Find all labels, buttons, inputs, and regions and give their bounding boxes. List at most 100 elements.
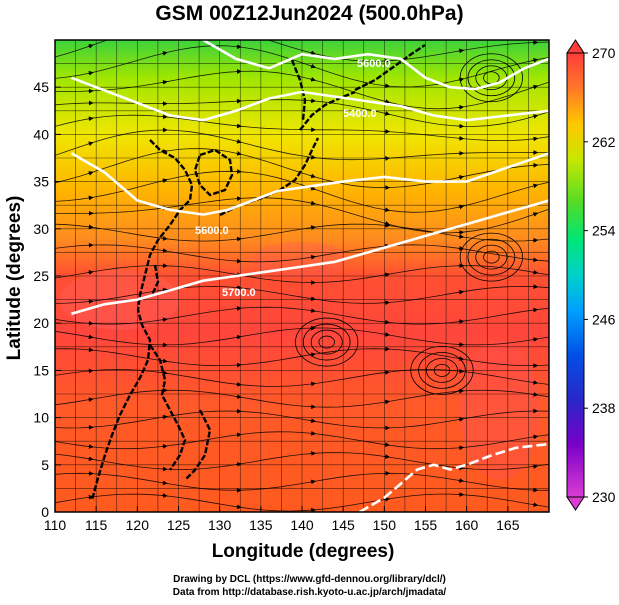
flow-arrow [532,136,539,142]
flow-arrow [384,83,391,89]
flow-arrow [161,414,168,420]
streamline [55,285,549,304]
flow-arrow [310,173,316,179]
chart-title: GSM 00Z12Jun2024 (500.0hPa) [155,2,464,25]
x-tick-label: 125 [167,517,191,533]
x-tick-label: 135 [249,517,273,533]
streamline [55,223,549,242]
flow-arrow [310,200,316,206]
flow-arrow [532,183,539,189]
streamline [55,70,549,110]
flow-arrow [161,51,168,56]
flow-arrow [161,370,168,376]
y-axis-label: Latitude (degrees) [4,196,25,361]
flow-arrow [458,77,465,83]
x-tick-label: 130 [208,517,232,533]
contour-line [70,152,549,216]
flow-arrow [236,394,242,399]
eddy [467,238,516,276]
contour-label: 5600.0 [357,58,391,70]
flow-arrow [532,307,539,313]
flow-arrow [458,417,465,422]
streamline [55,348,549,367]
streamline [55,369,549,387]
flow-arrow [532,464,539,469]
eddy [475,244,508,270]
flow-arrow [384,370,391,375]
flow-arrow [87,299,94,304]
flow-arrow [532,58,539,63]
coastlines [90,44,426,501]
contour-line [71,76,549,122]
y-tick-label: 15 [33,362,49,378]
x-tick-label: 165 [496,517,520,533]
x-tick-label: 120 [126,517,150,533]
flow-arrow [532,212,539,217]
flow-arrow [458,234,465,239]
flow-arrow [236,139,242,144]
contour-line [202,40,549,91]
contour-label: 5700.0 [222,287,256,299]
flow-arrow [161,480,168,486]
flow-arrow [384,442,391,448]
flow-arrow [87,44,94,49]
eddy [302,323,351,361]
colorbar-tick-label: 230 [592,489,616,505]
flow-arrow [458,289,465,295]
flow-arrow [236,504,242,510]
y-tick-label: 10 [33,410,49,426]
credit-line: Drawing by DCL (https://www.gfd-dennou.o… [173,574,446,585]
streamline [55,306,549,325]
flow-arrow [458,246,465,251]
streamline [55,244,549,263]
flow-arrow [458,175,465,180]
colorbar-ticks: 230 238 246 254 262 270 [584,45,616,505]
grid-lines [55,40,549,512]
flow-arrow [310,418,316,424]
flow-arrow [458,478,465,483]
flow-arrow [87,334,94,340]
flow-arrow [532,502,539,507]
flow-arrow [87,270,94,275]
eddy [459,53,523,103]
flow-arrow [532,269,539,275]
streamline [55,431,549,450]
streamline [55,129,549,161]
flow-arrow [236,381,242,387]
streamline [55,265,549,284]
flow-arrow [87,397,94,403]
y-tick-label: 30 [33,221,49,237]
streamline [55,472,549,491]
eddy [433,363,451,377]
x-axis-ticks: 110 115 120 125 130 135 140 145 150 155 160 165 [44,506,520,533]
x-axis-label: Longitude (degrees) [212,541,395,562]
colorbar-tick-label: 254 [592,223,616,239]
flow-arrow [458,319,465,324]
eddy [418,351,466,389]
flow-arrow [384,332,391,337]
flow-arrow [310,154,316,160]
streamlines [55,40,549,512]
flow-arrow [310,430,316,436]
flow-arrow [310,225,316,231]
flow-arrow [310,50,316,56]
colorbar [566,52,585,498]
flow-arrow [87,70,94,76]
flow-arrow [161,236,168,241]
flow-arrow [310,63,316,69]
flow-arrow [532,84,539,90]
y-tick-label: 5 [41,457,49,473]
flow-arrow [87,224,94,230]
flow-arrow [236,236,242,242]
flow-arrow [458,48,465,54]
streamline [55,148,549,189]
flow-arrow [384,319,391,325]
flow-arrow [236,151,242,156]
streamline [55,452,549,470]
flow-arrow [87,171,94,176]
colorbar-tick-label: 238 [592,400,616,416]
flow-arrow [161,248,168,253]
flow-arrow [87,141,94,147]
flow-arrow [161,287,168,293]
flow-arrow [161,358,168,364]
